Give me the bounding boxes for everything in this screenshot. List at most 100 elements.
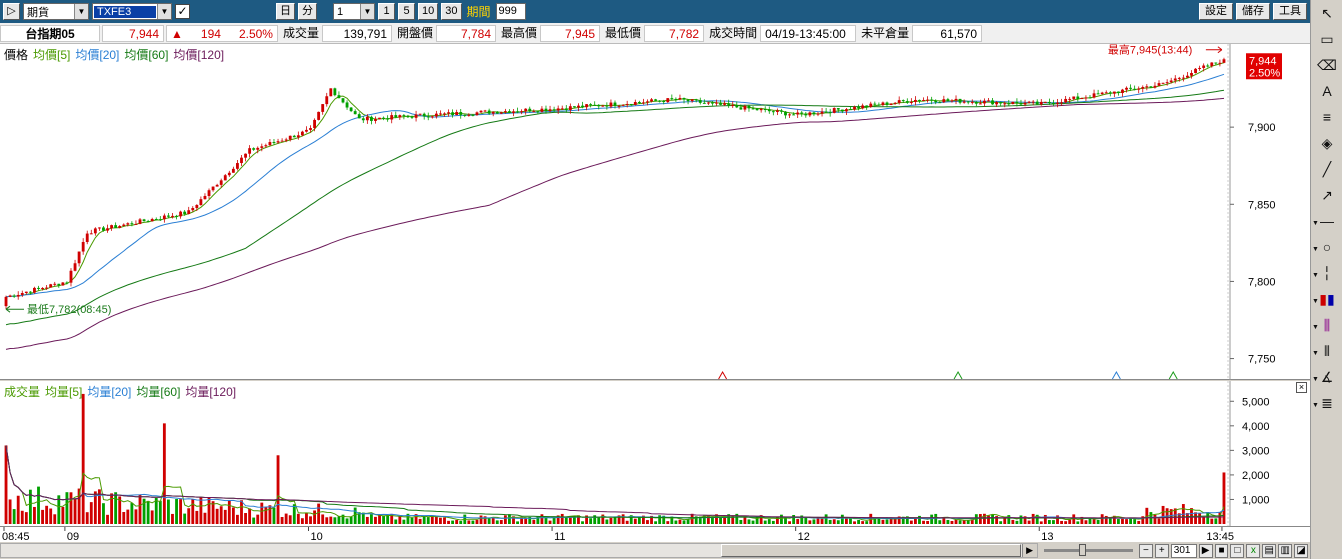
folder-icon[interactable]: ▭ <box>1320 30 1334 47</box>
volume-bar <box>836 520 840 524</box>
angle-icon[interactable]: ▼ ∡ <box>1312 368 1334 385</box>
excel-icon[interactable]: x <box>1246 543 1261 558</box>
volume-bar <box>203 512 207 524</box>
candle-body <box>203 195 207 200</box>
settings-button[interactable]: 設定 <box>1199 3 1233 20</box>
market-select[interactable]: 期貨 ▼ <box>23 3 89 20</box>
symbol-select[interactable]: TXFE3 ▼ <box>92 3 172 20</box>
stop-icon[interactable]: ■ <box>1214 543 1229 558</box>
hline-icon[interactable]: ▼ — <box>1312 213 1334 229</box>
legend-ma60[interactable]: 均價[60] <box>124 48 169 62</box>
oi-value: 61,570 <box>912 24 983 42</box>
interval-1-button[interactable]: 1 <box>378 3 395 20</box>
tools-button[interactable]: 工具 <box>1273 3 1307 20</box>
zoom-in-button[interactable]: + <box>1154 543 1169 558</box>
bar-count-input[interactable]: 301 <box>1170 543 1197 558</box>
candle-body <box>840 109 844 112</box>
minute-button[interactable]: 分 <box>298 3 317 20</box>
legend-vma5[interactable]: 均量[5] <box>45 385 83 399</box>
zoom-knob[interactable] <box>1078 544 1086 556</box>
candle-body <box>572 106 576 108</box>
chevron-down-icon[interactable]: ▼ <box>74 4 88 19</box>
candle-body <box>950 100 954 102</box>
legend-vma120[interactable]: 均量[120] <box>185 385 237 399</box>
fill-icon[interactable]: ◈ <box>1321 134 1333 151</box>
candle-body <box>1121 89 1124 94</box>
volume-bar <box>930 514 934 524</box>
legend-ma5[interactable]: 均價[5] <box>33 48 71 62</box>
candle-body <box>89 233 93 235</box>
volume-bar <box>702 515 706 524</box>
print-icon[interactable]: ▥ <box>1278 543 1293 558</box>
chevron-down-icon[interactable]: ▼ <box>360 4 374 19</box>
candle-body <box>57 283 61 286</box>
vline-icon[interactable]: ▼ ╎ <box>1312 264 1332 281</box>
scroll-thumb[interactable] <box>720 544 1021 557</box>
candle-icon[interactable]: ▼ ▮ ▮ <box>1312 290 1335 307</box>
interval-10-button[interactable]: 10 <box>418 3 439 20</box>
volume-bar <box>73 499 77 524</box>
volume-bar <box>633 518 637 524</box>
candle-body <box>942 99 946 103</box>
fan-icon[interactable]: ▼ ⫼ <box>1312 316 1331 333</box>
open-label: 開盤價 <box>397 25 434 40</box>
eraser-icon[interactable]: ⌫ <box>1317 56 1337 73</box>
link-checkbox[interactable]: ✓ <box>175 4 190 19</box>
volume-bar <box>150 510 154 524</box>
candle-body <box>974 101 978 104</box>
window-icon[interactable]: □ <box>1230 543 1245 558</box>
fibo-icon[interactable]: ▼ ≣ <box>1312 394 1333 411</box>
signal-triangle <box>1111 370 1121 380</box>
zoom-slider[interactable] <box>1043 544 1133 556</box>
volume-bar <box>386 515 390 524</box>
price-chart-pane[interactable]: 7,750 7,800 7,850 7,900 最高7,945(13:44) 最低7,78… <box>0 43 1310 380</box>
candle-body <box>812 112 816 115</box>
scroll-right-icon[interactable]: ▶ <box>1021 544 1037 557</box>
candle-body <box>885 102 889 105</box>
volume-bar <box>508 514 511 524</box>
play-button[interactable]: ▷ <box>3 3 20 20</box>
save-button[interactable]: 儲存 <box>1236 3 1270 20</box>
candle-body <box>207 190 211 196</box>
time-tick-label: 10 <box>310 531 322 543</box>
legend-ma120[interactable]: 均價[120] <box>173 48 225 62</box>
volume-bar <box>966 519 970 524</box>
candle-body <box>735 105 739 108</box>
candle-body <box>487 110 491 114</box>
high-annotation: 最高7,945(13:44) <box>1108 44 1192 57</box>
volume-bar <box>536 515 540 524</box>
volume-chart-pane[interactable]: 1,000 2,000 3,000 4,000 5,000 成交量 均量[5] 均量[2… <box>0 381 1310 526</box>
time-tick-label: 09 <box>67 531 79 543</box>
legend-vma60[interactable]: 均量[60] <box>136 385 181 399</box>
day-button[interactable]: 日 <box>276 3 295 20</box>
text-icon[interactable]: A <box>1322 83 1332 99</box>
interval-30-button[interactable]: 30 <box>441 3 462 20</box>
candle-body <box>775 110 779 112</box>
time-tick-label: 11 <box>554 531 565 543</box>
close-pane-icon[interactable]: × <box>1296 382 1307 393</box>
line-icon[interactable]: ╱ <box>1322 160 1332 177</box>
arrow-icon[interactable]: ↗ <box>1321 186 1333 203</box>
legend-ma20[interactable]: 均價[20] <box>75 48 120 62</box>
legend-vma20[interactable]: 均量[20] <box>87 385 132 399</box>
volume-bar <box>512 516 515 524</box>
pointer-icon[interactable]: ↖ <box>1321 4 1333 21</box>
chart-image-icon[interactable]: ◪ <box>1294 543 1309 558</box>
circle-icon[interactable]: ▼ ○ <box>1312 239 1332 255</box>
candle-body <box>41 288 44 290</box>
period-input[interactable]: 999 <box>495 3 526 20</box>
interval-5-button[interactable]: 5 <box>398 3 415 20</box>
volume-bar <box>577 515 580 524</box>
interval-select[interactable]: 1 ▼ <box>333 3 375 20</box>
candle-body <box>37 287 40 289</box>
chevron-down-icon[interactable]: ▼ <box>157 4 171 19</box>
volume-bar <box>556 515 560 524</box>
time-tick-label: 12 <box>798 531 810 543</box>
zoom-out-button[interactable]: − <box>1138 543 1153 558</box>
grid-icon[interactable]: ▼ ⦀ <box>1312 342 1331 359</box>
play-icon[interactable]: ▶ <box>1198 543 1213 558</box>
save-disk-icon[interactable]: ▤ <box>1262 543 1277 558</box>
volume-bar <box>309 516 312 524</box>
horizontal-scrollbar[interactable]: ▶ <box>0 543 1038 558</box>
lines-icon[interactable]: ≡ <box>1322 109 1332 125</box>
